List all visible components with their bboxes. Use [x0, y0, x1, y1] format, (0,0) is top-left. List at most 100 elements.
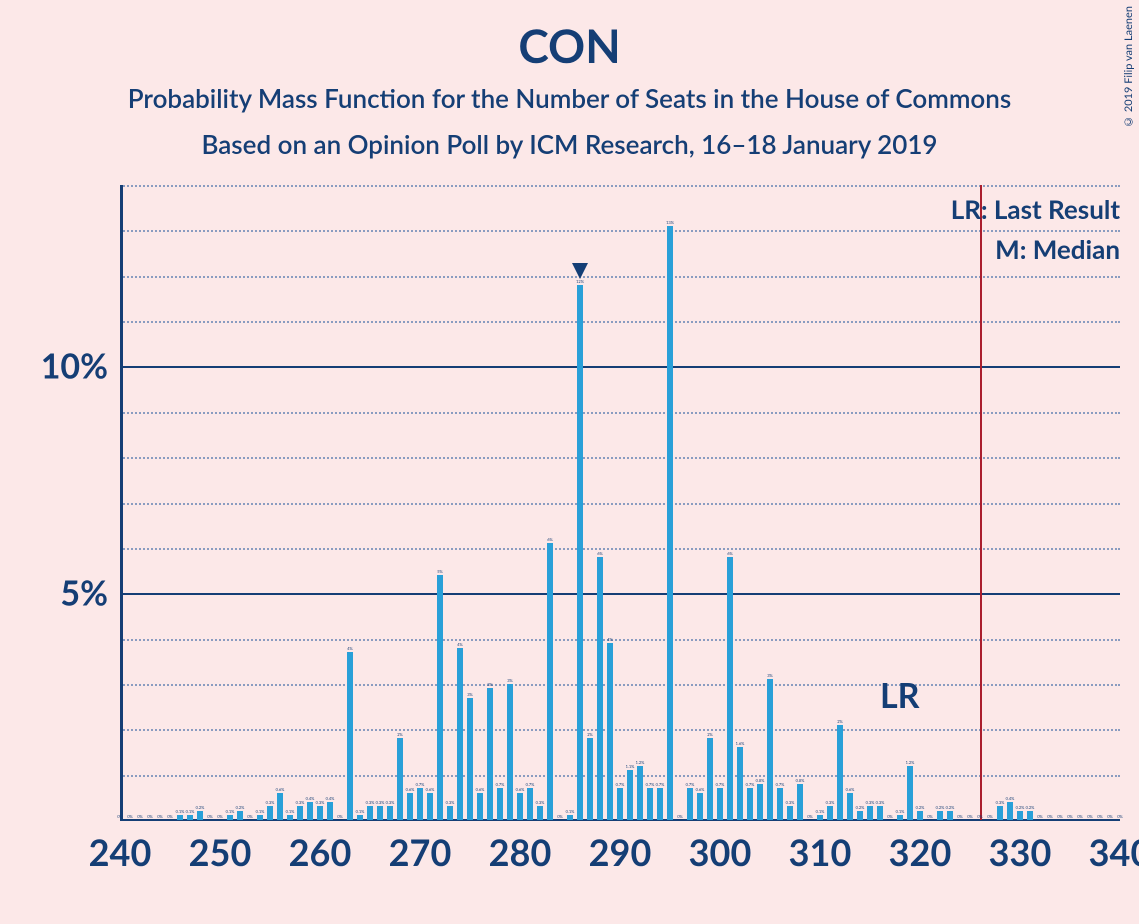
bar-value-label: 0.3%	[866, 800, 875, 805]
bar-value-label: 0.3%	[786, 800, 795, 805]
bar-value-label: 0.6%	[846, 787, 855, 792]
bar-value-label: 0.3%	[266, 800, 275, 805]
bar-value-label: 0%	[167, 814, 173, 819]
bar-value-label: 0.6%	[516, 787, 525, 792]
bar-value-label: 2%	[587, 732, 593, 737]
bar: 0.3%	[537, 806, 543, 820]
bar: 0.1%	[177, 815, 183, 820]
bar: 3%	[767, 679, 773, 820]
bar-value-label: 0.3%	[296, 800, 305, 805]
bar-value-label: 0%	[677, 814, 683, 819]
bar: 0.7%	[747, 788, 753, 820]
bar: 0.2%	[197, 811, 203, 820]
y-axis-tick-label: 10%	[41, 346, 108, 387]
bar-value-label: 0.2%	[1026, 805, 1035, 810]
bar-value-label: 0%	[987, 814, 993, 819]
x-axis-tick-label: 340	[1089, 830, 1139, 874]
bar-value-label: 0%	[1087, 814, 1093, 819]
bar-value-label: 0.3%	[446, 800, 455, 805]
bar-value-label: 0.8%	[756, 778, 765, 783]
bar: 0.2%	[1017, 811, 1023, 820]
bar-value-label: 0%	[247, 814, 253, 819]
bar-value-label: 1.2%	[636, 760, 645, 765]
bar-value-label: 12%	[576, 279, 584, 284]
gridline-minor	[120, 412, 1120, 414]
bar-value-label: 0.7%	[716, 782, 725, 787]
bar: 0.7%	[497, 788, 503, 820]
bar-value-label: 2%	[837, 719, 843, 724]
bar: 0.2%	[917, 811, 923, 820]
bar: 0.1%	[357, 815, 363, 820]
bar: 0.1%	[567, 815, 573, 820]
bar-value-label: 0%	[127, 814, 133, 819]
bar-value-label: 3%	[487, 682, 493, 687]
bar-value-label: 0%	[927, 814, 933, 819]
bar-value-label: 1.6%	[736, 741, 745, 746]
bar-value-label: 0.6%	[276, 787, 285, 792]
bar-value-label: 0.8%	[796, 778, 805, 783]
bar-value-label: 6%	[597, 551, 603, 556]
bar: 0.4%	[327, 802, 333, 820]
bar: 0.1%	[897, 815, 903, 820]
x-axis-tick-label: 240	[89, 830, 152, 874]
bar-value-label: 0%	[887, 814, 893, 819]
bar: 0.1%	[287, 815, 293, 820]
bar-value-label: 3%	[767, 673, 773, 678]
bar-value-label: 0.2%	[946, 805, 955, 810]
bar: 4%	[347, 652, 353, 820]
bar-value-label: 1.1%	[626, 764, 635, 769]
bar: 0.2%	[947, 811, 953, 820]
bar-value-label: 0.6%	[696, 787, 705, 792]
bar-value-label: 0%	[217, 814, 223, 819]
bar-value-label: 0%	[807, 814, 813, 819]
bar-value-label: 0%	[1107, 814, 1113, 819]
bar-value-label: 0%	[337, 814, 343, 819]
bar-value-label: 0%	[207, 814, 213, 819]
bar: 4%	[457, 648, 463, 820]
bar: 2%	[397, 738, 403, 820]
bar: 0.6%	[517, 793, 523, 820]
gridline-major	[120, 593, 1120, 595]
bar: 3%	[487, 688, 493, 820]
bar-value-label: 6%	[727, 551, 733, 556]
bar: 0.4%	[307, 802, 313, 820]
gridline-minor	[120, 775, 1120, 777]
bar-value-label: 0.3%	[996, 800, 1005, 805]
gridline-minor	[120, 276, 1120, 278]
bar-value-label: 0.4%	[326, 796, 335, 801]
bar-value-label: 0%	[557, 814, 563, 819]
bar-value-label: 0.1%	[176, 809, 185, 814]
median-marker-icon	[572, 263, 588, 279]
bar-value-label: 0.7%	[526, 782, 535, 787]
gridline-minor	[120, 230, 1120, 232]
bar: 0.3%	[867, 806, 873, 820]
bar-value-label: 0.7%	[686, 782, 695, 787]
bar-value-label: 0.7%	[616, 782, 625, 787]
bar: 0.8%	[757, 784, 763, 820]
bar-value-label: 0.1%	[896, 809, 905, 814]
bar-value-label: 0.1%	[186, 809, 195, 814]
bar: 0.2%	[857, 811, 863, 820]
bar: 0.3%	[447, 806, 453, 820]
bar-value-label: 0%	[1047, 814, 1053, 819]
bar-value-label: 0%	[1097, 814, 1103, 819]
bar-value-label: 0.7%	[776, 782, 785, 787]
bar: 6%	[727, 557, 733, 820]
y-axis-tick-label: 5%	[60, 573, 108, 614]
bar-value-label: 0.2%	[196, 805, 205, 810]
x-axis-tick-label: 260	[289, 830, 352, 874]
bar: 13%	[667, 226, 673, 820]
bar-value-label: 6%	[547, 537, 553, 542]
bar-value-label: 0.2%	[856, 805, 865, 810]
legend-last-result: LR: Last Result	[951, 193, 1120, 225]
bar: 0.2%	[1027, 811, 1033, 820]
bar-value-label: 13%	[666, 220, 674, 225]
bar: 5%	[437, 575, 443, 820]
bar: 0.6%	[477, 793, 483, 820]
bar: 0.7%	[687, 788, 693, 820]
bar: 2%	[707, 738, 713, 820]
bar-value-label: 0.1%	[816, 809, 825, 814]
bar: 0.4%	[1007, 802, 1013, 820]
legend-median: M: Median	[995, 233, 1120, 265]
bar-value-label: 2%	[397, 732, 403, 737]
